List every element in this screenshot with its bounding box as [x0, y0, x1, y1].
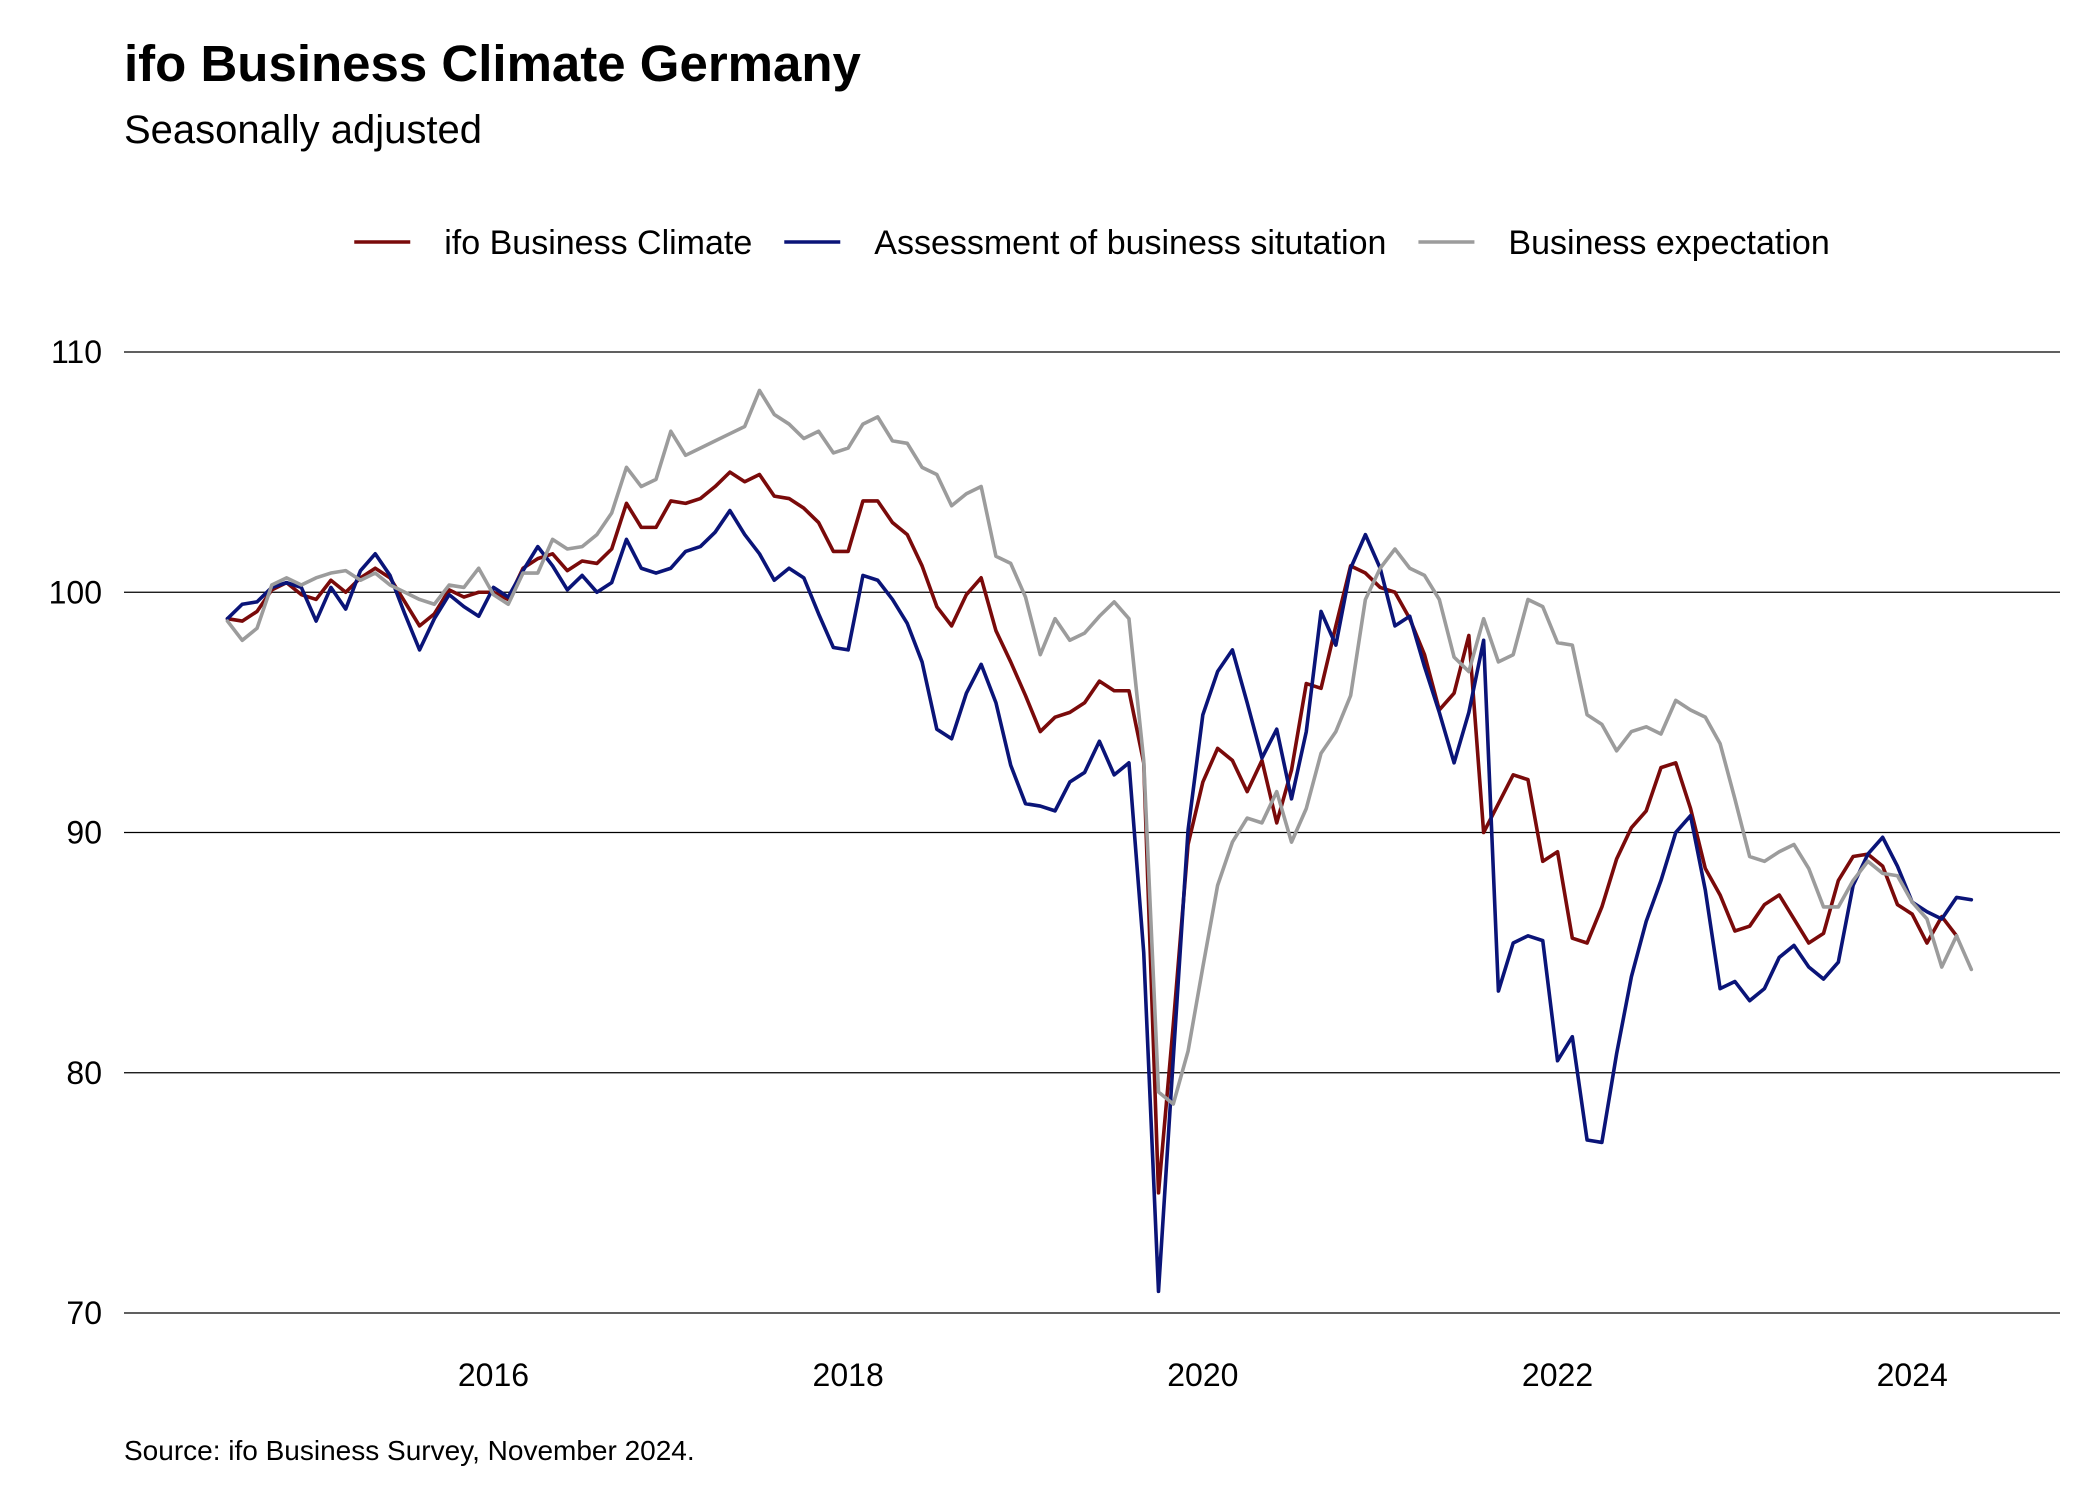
series-lines	[227, 390, 1971, 1291]
x-axis-ticks: 2016 2018 2020 2022 2024	[458, 1357, 1948, 1393]
legend-label: ifo Business Climate	[444, 224, 752, 262]
y-tick-label: 80	[66, 1055, 102, 1091]
x-tick-label: 2016	[458, 1357, 529, 1393]
series-line-3	[227, 390, 1971, 1104]
legend-item-2: Assessment of business situtation	[784, 224, 1386, 262]
y-tick-label: 70	[66, 1295, 102, 1331]
y-tick-label: 110	[51, 334, 102, 370]
x-tick-label: 2020	[1167, 1357, 1238, 1393]
legend-item-1: ifo Business Climate	[354, 224, 752, 262]
y-axis-ticks: 70 80 90 100 110	[49, 334, 102, 1331]
legend-label: Assessment of business situtation	[874, 224, 1386, 262]
x-tick-label: 2018	[813, 1357, 884, 1393]
x-tick-label: 2022	[1522, 1357, 1593, 1393]
series-line-2	[227, 511, 1971, 1292]
y-tick-label: 90	[66, 815, 102, 851]
legend-item-3: Business expectation	[1418, 224, 1829, 262]
y-tick-label: 100	[49, 574, 102, 610]
legend: ifo Business Climate Assessment of busine…	[354, 224, 1829, 262]
x-tick-label: 2024	[1877, 1357, 1948, 1393]
grid-lines	[124, 352, 2060, 1313]
line-chart: 70 80 90 100 110 2016 2018 2020 2022 2024 ifo Bu…	[0, 0, 2100, 1500]
legend-label: Business expectation	[1508, 224, 1829, 262]
source-note: Source: ifo Business Survey, November 20…	[124, 1435, 695, 1467]
